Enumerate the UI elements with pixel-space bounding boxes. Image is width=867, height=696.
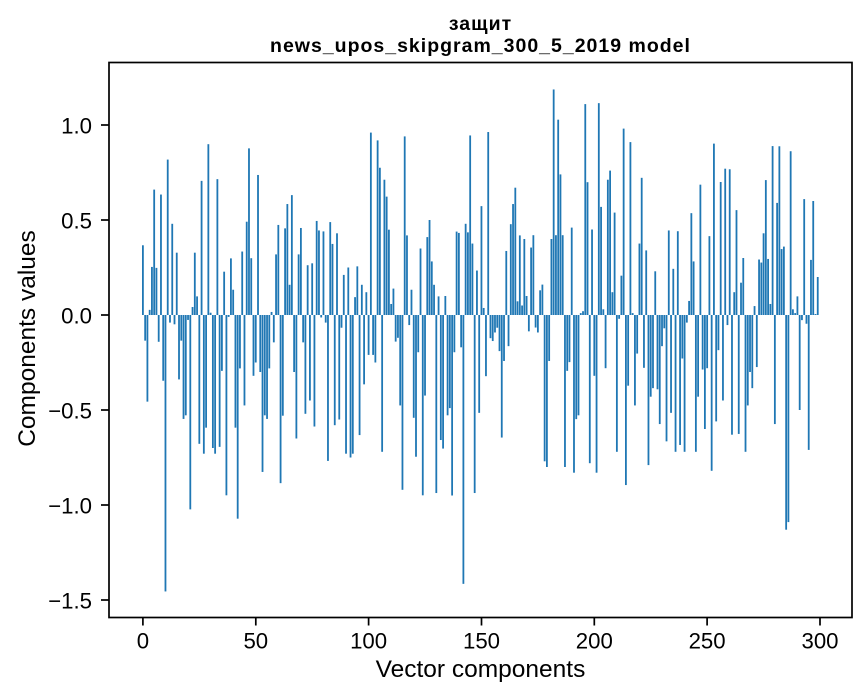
svg-text:Vector components: Vector components — [376, 656, 586, 683]
svg-text:Components values: Components values — [14, 230, 41, 447]
svg-text:защит: защит — [449, 13, 512, 35]
svg-text:300: 300 — [801, 629, 838, 654]
svg-text:250: 250 — [689, 629, 726, 654]
svg-text:0.0: 0.0 — [61, 304, 92, 329]
svg-text:−0.5: −0.5 — [48, 399, 92, 424]
svg-text:200: 200 — [576, 629, 613, 654]
svg-text:1.0: 1.0 — [61, 114, 92, 139]
svg-text:50: 50 — [243, 629, 268, 654]
svg-text:−1.0: −1.0 — [48, 494, 92, 519]
svg-text:0.5: 0.5 — [61, 209, 92, 234]
svg-text:−1.5: −1.5 — [48, 589, 92, 614]
svg-text:0: 0 — [137, 629, 149, 654]
svg-text:news_upos_skipgram_300_5_2019: news_upos_skipgram_300_5_2019 model — [270, 35, 691, 57]
svg-text:100: 100 — [350, 629, 387, 654]
svg-text:150: 150 — [463, 629, 500, 654]
